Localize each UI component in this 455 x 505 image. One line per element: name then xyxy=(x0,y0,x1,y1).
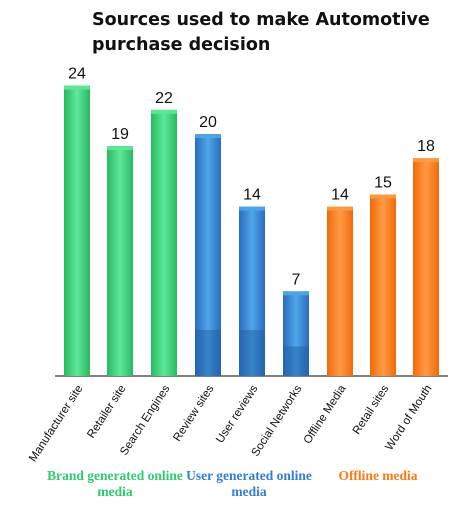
bar-retail-sites xyxy=(370,194,396,376)
value-label: 19 xyxy=(111,126,129,143)
bar-search-engines xyxy=(151,109,177,377)
bar-cap xyxy=(107,146,133,151)
bar-social-networks xyxy=(283,291,309,376)
bar-cap xyxy=(327,206,353,211)
bar-manufacturer-site xyxy=(64,85,90,376)
bar-cap xyxy=(413,158,439,163)
bar-cap xyxy=(64,85,90,90)
category-label: Review sites xyxy=(171,383,216,444)
bar-cap xyxy=(151,109,177,114)
bar-cap xyxy=(239,206,265,211)
bar-shade xyxy=(283,346,309,376)
bar-user-reviews xyxy=(239,206,265,376)
value-label: 15 xyxy=(374,175,392,192)
category-label: Word of Mouth xyxy=(383,383,434,453)
bar-shade xyxy=(195,330,221,376)
category-label: Manufacturer site xyxy=(27,383,85,464)
category-label: Retail sites xyxy=(351,383,392,437)
bar-shade xyxy=(239,330,265,376)
value-label: 18 xyxy=(417,138,435,155)
group-label-user: User generated online media xyxy=(186,468,312,499)
value-label: 7 xyxy=(292,271,301,288)
value-label: 22 xyxy=(155,90,173,107)
category-label: Retailer site xyxy=(85,383,128,440)
category-label: Social Networks xyxy=(250,383,305,459)
chart-title: Sources used to make Automotive purchase… xyxy=(92,10,430,55)
bar-offline-media xyxy=(327,206,353,376)
bar-cap xyxy=(370,194,396,199)
bar-cap xyxy=(195,134,221,138)
bar-word-of-mouth xyxy=(413,158,439,376)
category-label: User reviews xyxy=(214,383,260,445)
category-label: Offline Media xyxy=(302,383,349,447)
bar-review-sites xyxy=(195,134,221,376)
bar-cap xyxy=(283,291,309,296)
bar-retailer-site xyxy=(107,146,133,376)
value-label: 14 xyxy=(331,187,349,204)
value-label: 14 xyxy=(243,187,261,204)
group-label-brand: Brand generated online media xyxy=(47,468,183,499)
category-label: Search Engines xyxy=(118,383,172,458)
value-label: 24 xyxy=(68,66,86,83)
group-label-offline: Offline media xyxy=(338,468,418,483)
value-label: 20 xyxy=(199,114,217,131)
